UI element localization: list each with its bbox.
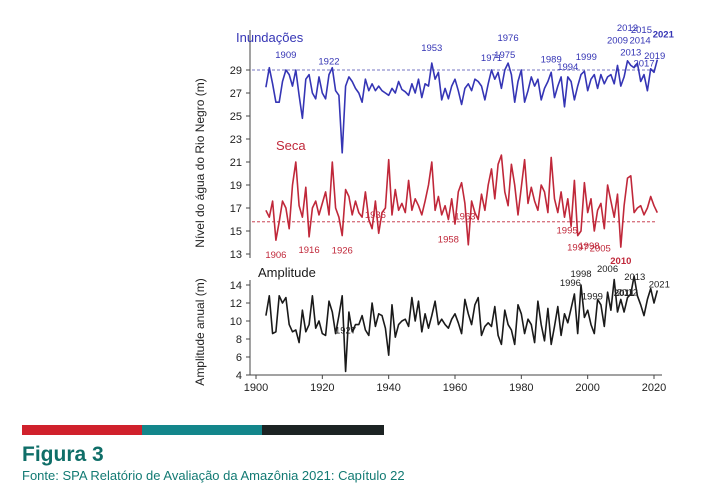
amplitude-year-annotation: 2011	[614, 288, 635, 299]
lower-y-axis: 4 6 8 10 12 14	[230, 280, 251, 382]
figure-title: Figura 3	[22, 443, 104, 466]
accent-bar-dark	[262, 425, 384, 435]
flood-year-annotation: 1976	[497, 33, 518, 44]
x-tick-label: 1960	[443, 382, 467, 394]
flood-year-annotation: 1994	[557, 62, 578, 73]
y-tick-label: 29	[230, 65, 242, 77]
series-layer: Inundações190919221953197119751976198919…	[236, 23, 675, 373]
amplitude-year-annotation: 2006	[597, 264, 618, 275]
flood-year-annotation: 1909	[275, 50, 296, 61]
amplitude-year-annotation: 1996	[560, 278, 581, 289]
flood-line	[265, 59, 659, 154]
y-tick-label: 6	[236, 352, 242, 364]
flood-year-annotation: 2014	[630, 36, 651, 47]
amplitude-year-annotation: 2012	[617, 288, 638, 299]
y-tick-label: 27	[230, 88, 242, 100]
amplitude-series-title: Amplitude	[258, 265, 316, 280]
x-tick-label: 1940	[376, 382, 400, 394]
y-tick-label: 15	[230, 226, 242, 238]
y-tick-label: 21	[230, 157, 242, 169]
drought-year-annotation: 1906	[265, 250, 286, 261]
chart: 13 15 17 19 21 23 25 27 29 4 6 8 10 12 14 1900 1920 194…	[193, 23, 675, 394]
drought-series: Seca 1906 1916 1926 1936 1958 1963 1995 19971998…	[265, 138, 659, 267]
y-tick-label: 17	[230, 203, 242, 215]
flood-year-annotation: 2012	[617, 23, 638, 34]
y-tick-label: 8	[236, 334, 242, 346]
y-tick-label: 25	[230, 111, 242, 123]
y-axis-label-upper: Nível do água do Rio Negro (m)	[193, 78, 207, 247]
y-tick-label: 23	[230, 134, 242, 146]
drought-year-annotation: 2005	[590, 244, 611, 255]
drought-year-annotation: 1997	[567, 243, 588, 254]
y-tick-label: 12	[230, 298, 242, 310]
figure-source: Fonte: SPA Relatório de Avaliação da Ama…	[22, 468, 405, 483]
drought-series-title: Seca	[276, 138, 306, 153]
drought-year-annotation: 1936	[365, 210, 386, 221]
flood-year-annotation: 1999	[576, 52, 597, 63]
flood-year-annotation: 2013	[620, 47, 641, 58]
amplitude-line	[265, 275, 659, 373]
upper-y-axis: 13 15 17 19 21 23 25 27 29	[230, 30, 251, 261]
flood-year-annotation: 2009	[607, 35, 628, 46]
y-tick-label: 4	[236, 370, 242, 382]
flood-year-annotation: 1953	[421, 43, 442, 54]
drought-year-annotation: 1958	[438, 235, 459, 246]
y-tick-label: 10	[230, 316, 242, 328]
y-tick-label: 14	[230, 280, 242, 292]
drought-year-annotation: 1963	[454, 211, 475, 222]
y-axis-label-lower: Amplitude anual (m)	[193, 278, 207, 385]
drought-line	[265, 154, 659, 248]
drought-year-annotation: 1998	[578, 241, 599, 252]
flood-year-annotation: 2017	[633, 59, 654, 70]
amplitude-year-annotation: 1927	[335, 325, 356, 336]
amplitude-year-annotation: 2013	[624, 272, 645, 283]
x-tick-label: 1980	[509, 382, 533, 394]
amplitude-year-annotation: 1999	[582, 291, 603, 302]
accent-bar-red	[22, 425, 142, 435]
accent-bar-teal	[142, 425, 262, 435]
flood-year-annotation: 2015	[631, 25, 652, 36]
x-tick-label: 2000	[575, 382, 599, 394]
flood-year-annotation: 2019	[644, 51, 665, 62]
flood-series-title: Inundações	[236, 30, 304, 45]
flood-series: Inundações190919221953197119751976198919…	[236, 23, 675, 154]
x-tick-label: 2020	[642, 382, 666, 394]
flood-year-annotation: 1975	[494, 50, 515, 61]
drought-year-annotation: 1926	[332, 246, 353, 257]
drought-year-annotation: 1916	[298, 245, 319, 256]
x-axis: 1900 1920 1940 1960 1980 2000 2020	[244, 374, 666, 394]
amplitude-year-annotation: 2021	[649, 279, 670, 290]
flood-year-annotation: 1989	[541, 54, 562, 65]
x-tick-label: 1920	[310, 382, 334, 394]
y-tick-label: 13	[230, 249, 242, 261]
drought-year-annotation: 1995	[557, 225, 578, 236]
flood-year-annotation: 1922	[318, 57, 339, 68]
drought-year-annotation: 2010	[610, 256, 631, 267]
flood-year-annotation: 2021	[653, 30, 675, 41]
flood-year-annotation: 1971	[481, 53, 502, 64]
x-tick-label: 1900	[244, 382, 268, 394]
y-tick-label: 19	[230, 180, 242, 192]
amplitude-year-annotation: 1998	[570, 269, 591, 280]
